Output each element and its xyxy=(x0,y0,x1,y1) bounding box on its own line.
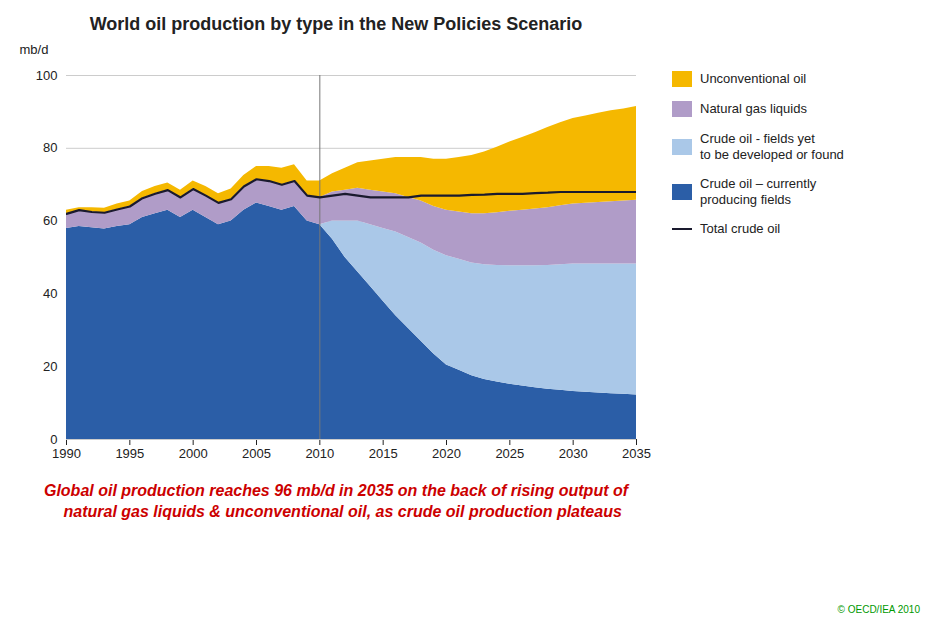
html-text:World oil production by type i: World oil production by type in the New … xyxy=(89,14,583,34)
svg-text:20: 20 xyxy=(43,359,57,374)
svg-text:1995: 1995 xyxy=(115,446,144,461)
html-text:Global oil production reaches: Global oil production reaches 96 mb/d in… xyxy=(44,482,628,520)
html-text:Unconventional oil: Unconventional oil xyxy=(700,71,807,87)
html-text:Crude oil – currently producin: Crude oil – currently producing fields xyxy=(700,176,817,207)
svg-text:2030: 2030 xyxy=(559,446,588,461)
html-text:Natural gas liquids: Natural gas liquids xyxy=(700,101,807,117)
svg-text:2005: 2005 xyxy=(242,446,271,461)
svg-text:2010: 2010 xyxy=(305,446,334,461)
svg-text:40: 40 xyxy=(43,286,57,301)
svg-text:2020: 2020 xyxy=(432,446,461,461)
svg-text:2025: 2025 xyxy=(495,446,524,461)
svg-text:100: 100 xyxy=(36,68,58,83)
svg-text:2035: 2035 xyxy=(622,446,651,461)
svg-text:80: 80 xyxy=(43,140,57,155)
svg-text:2000: 2000 xyxy=(179,446,208,461)
html-text:Total crude oil: Total crude oil xyxy=(700,221,781,237)
html-text:Crude oil - fields yet to be d: Crude oil - fields yet to be developed o… xyxy=(700,131,844,162)
svg-text:mb/d: mb/d xyxy=(20,42,49,57)
svg-text:0: 0 xyxy=(50,432,57,447)
svg-text:1990: 1990 xyxy=(52,446,81,461)
html-text:© OECD/IEA 2010: © OECD/IEA 2010 xyxy=(837,604,920,615)
svg-text:2015: 2015 xyxy=(369,446,398,461)
svg-text:60: 60 xyxy=(43,213,57,228)
